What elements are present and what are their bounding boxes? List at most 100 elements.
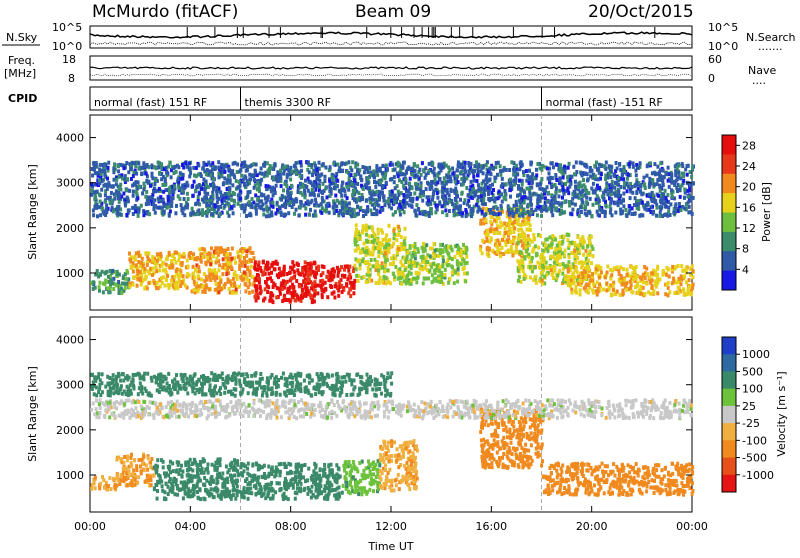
- data-cell: [679, 195, 682, 199]
- data-cell: [322, 162, 325, 166]
- data-cell: [341, 201, 344, 205]
- data-cell: [617, 176, 620, 180]
- data-cell: [226, 178, 229, 182]
- data-cell: [325, 166, 328, 170]
- data-cell: [534, 275, 537, 279]
- data-cell: [653, 291, 656, 295]
- data-cell: [666, 283, 669, 287]
- data-cell: [347, 291, 350, 295]
- data-cell: [414, 252, 417, 256]
- data-cell: [236, 162, 239, 166]
- data-cell: [636, 284, 639, 288]
- data-cell: [580, 260, 583, 264]
- data-cell: [353, 179, 356, 183]
- data-cell: [134, 183, 137, 187]
- data-cell: [231, 291, 234, 295]
- data-cell: [292, 285, 295, 289]
- data-cell: [619, 168, 622, 172]
- data-cell: [207, 161, 210, 165]
- data-cell: [160, 254, 163, 258]
- data-cell: [304, 179, 307, 183]
- data-cell: [299, 174, 302, 178]
- data-cell: [247, 285, 250, 289]
- data-cell: [117, 169, 120, 173]
- data-cell: [237, 185, 240, 189]
- data-cell: [191, 207, 194, 211]
- data-cell: [409, 246, 412, 250]
- data-cell: [362, 227, 365, 231]
- data-cell: [132, 270, 135, 274]
- data-cell: [526, 228, 529, 232]
- data-cell: [386, 268, 389, 272]
- date-title: 20/Oct/2015: [588, 2, 694, 22]
- data-cell: [665, 273, 668, 277]
- data-cell: [517, 269, 520, 273]
- data-cell: [229, 252, 232, 256]
- data-cell: [149, 196, 152, 200]
- data-cell: [99, 281, 102, 285]
- data-cell: [105, 208, 108, 212]
- data-cell: [501, 238, 504, 242]
- data-cell: [167, 195, 170, 199]
- data-cell: [361, 231, 364, 235]
- data-cell: [522, 170, 525, 174]
- data-cell: [283, 298, 286, 302]
- data-cell: [526, 196, 529, 200]
- data-cell: [683, 293, 686, 297]
- data-cell: [645, 282, 648, 286]
- data-cell: [117, 195, 120, 199]
- data-cell: [292, 202, 295, 206]
- data-cell: [218, 175, 221, 179]
- data-cell: [451, 265, 454, 269]
- data-cell: [106, 286, 109, 290]
- data-cell: [424, 210, 427, 214]
- data-cell: [688, 285, 691, 289]
- data-cell: [192, 252, 195, 256]
- data-cell: [473, 164, 476, 168]
- data-cell: [160, 162, 163, 166]
- data-cell: [289, 270, 292, 274]
- data-cell: [161, 183, 164, 187]
- data-cell: [197, 265, 200, 269]
- data-cell: [328, 189, 331, 193]
- data-cell: [265, 214, 268, 218]
- data-cell: [573, 190, 576, 194]
- data-cell: [339, 189, 342, 193]
- data-cell: [346, 185, 349, 189]
- data-cell: [508, 213, 511, 217]
- data-cell: [353, 208, 356, 212]
- data-cell: [486, 239, 489, 243]
- data-cell: [598, 276, 601, 280]
- data-cell: [569, 178, 572, 182]
- data-cell: [617, 200, 620, 204]
- data-cell: [208, 204, 211, 208]
- data-cell: [205, 283, 208, 287]
- data-cell: [307, 278, 310, 282]
- data-cell: [690, 175, 693, 179]
- data-cell: [272, 167, 275, 171]
- data-cell: [627, 173, 630, 177]
- data-cell: [174, 211, 177, 215]
- data-cell: [457, 245, 460, 249]
- data-cell: [473, 169, 476, 173]
- data-cell: [314, 289, 317, 293]
- data-cell: [104, 271, 107, 275]
- data-cell: [501, 200, 504, 204]
- data-cell: [614, 211, 617, 215]
- data-cell: [92, 287, 95, 291]
- data-cell: [505, 250, 508, 254]
- data-cell: [304, 207, 307, 211]
- data-cell: [604, 177, 607, 181]
- data-cell: [551, 242, 554, 246]
- data-cell: [135, 263, 138, 267]
- data-cell: [519, 233, 522, 237]
- data-cell: [195, 174, 198, 178]
- data-cell: [224, 204, 227, 208]
- data-cell: [332, 205, 335, 209]
- data-cell: [656, 291, 659, 295]
- data-cell: [692, 283, 695, 287]
- data-cell: [414, 209, 417, 213]
- data-cell: [586, 178, 589, 182]
- data-cell: [590, 261, 593, 265]
- data-cell: [479, 248, 482, 252]
